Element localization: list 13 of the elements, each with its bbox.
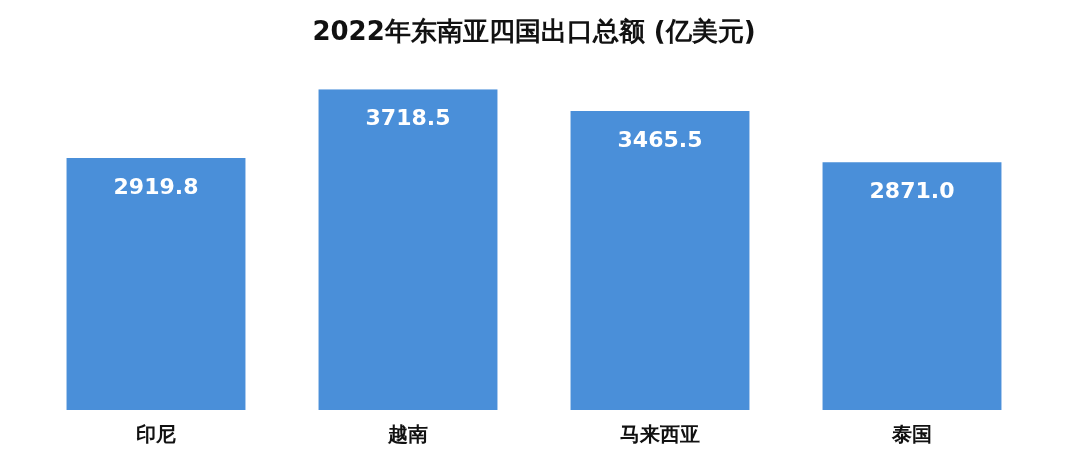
x-tick-label: 印尼 [136,422,176,447]
data-label: 3465.5 [617,126,703,152]
bar [318,89,498,410]
chart-title: 2022年东南亚四国出口总额 (亿美元) [312,16,756,47]
bar [822,162,1002,410]
x-tick-label: 泰国 [891,422,932,447]
data-label: 2919.8 [113,173,199,199]
x-tick-label: 越南 [387,422,428,447]
data-label: 3718.5 [365,104,451,130]
bar [66,158,246,410]
bar [570,111,750,410]
x-tick-label: 马来西亚 [620,422,700,447]
data-label: 2871.0 [869,178,955,204]
